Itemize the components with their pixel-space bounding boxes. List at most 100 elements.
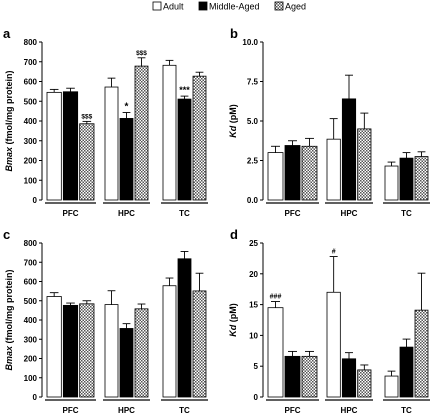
y-tick-label: 600 — [24, 278, 38, 287]
y-tick-label: 500 — [24, 97, 38, 106]
y-tick-label: 100 — [24, 176, 38, 185]
x-tick-label: PFC — [285, 209, 301, 218]
bar — [414, 156, 429, 201]
chart-panel-a: a 0 100 200 300 400 500 600 700 800 Bmax (fmol/mg … — [3, 26, 208, 218]
y-tick-label: 2.5 — [247, 157, 259, 166]
panel-letter: c — [3, 227, 10, 242]
y-tick-label: 800 — [24, 239, 38, 248]
y-tick-label: 700 — [24, 258, 38, 267]
bar — [267, 307, 284, 398]
y-tick-label: 200 — [24, 157, 38, 166]
chart-panel-c: c 0 100 200 300 400 500 600 700 800 Bmax (fmol/mg … — [3, 227, 208, 415]
bar — [192, 290, 207, 398]
panel-letter: b — [230, 26, 238, 41]
y-tick-label: 0 — [33, 196, 38, 205]
significance-marker: *** — [179, 85, 190, 95]
bar — [46, 91, 62, 201]
panel-letter: d — [230, 227, 238, 242]
significance-marker: $$$ — [81, 113, 92, 120]
x-tick-label: TC — [401, 406, 412, 415]
bar — [192, 75, 207, 201]
y-tick-label: 400 — [24, 316, 38, 325]
legend-swatch — [274, 1, 284, 11]
y-tick-label: 300 — [24, 335, 38, 344]
bar — [301, 355, 318, 398]
x-tick-label: HPC — [341, 209, 358, 218]
bar — [284, 355, 301, 398]
y-tick-label: 5 — [254, 362, 259, 371]
bar — [177, 258, 192, 398]
bar — [357, 369, 372, 398]
y-tick-label: 800 — [24, 38, 38, 47]
significance-marker: $$$ — [136, 50, 147, 57]
bar — [399, 346, 414, 398]
y-tick-label: 100 — [24, 374, 38, 383]
significance-marker: * — [125, 102, 129, 113]
bar — [104, 304, 119, 398]
bar — [177, 98, 192, 201]
bar — [104, 86, 119, 201]
bar — [284, 145, 301, 201]
bar — [357, 128, 372, 201]
y-axis-label: Kd (pM) — [228, 303, 238, 337]
x-tick-label: PFC — [285, 406, 301, 415]
y-tick-label: 700 — [24, 58, 38, 67]
y-axis-label: Kd (pM) — [228, 104, 238, 138]
y-tick-label: 600 — [24, 78, 38, 87]
bar — [119, 118, 134, 201]
bar — [384, 165, 399, 201]
x-tick-label: TC — [179, 406, 190, 415]
bar — [62, 304, 79, 398]
bar — [326, 138, 341, 201]
panel-letter: a — [3, 26, 11, 41]
bar — [399, 157, 414, 201]
y-tick-label: 25 — [249, 239, 258, 248]
bar — [384, 375, 399, 398]
bar — [162, 285, 177, 398]
bar — [162, 64, 177, 201]
legend-label: Adult — [163, 2, 184, 12]
x-tick-label: TC — [179, 209, 190, 218]
bar — [301, 145, 318, 201]
legend-swatch — [198, 1, 208, 11]
x-tick-label: PFC — [63, 209, 79, 218]
x-tick-label: TC — [401, 209, 412, 218]
y-axis-label: Bmax (fmol/mg protein) — [4, 269, 14, 370]
y-tick-label: 20 — [249, 270, 258, 279]
bar — [134, 308, 149, 398]
y-tick-label: 200 — [24, 355, 38, 364]
y-tick-label: 0 — [254, 393, 259, 402]
y-tick-label: 0 — [33, 393, 38, 402]
bar — [267, 152, 284, 201]
bar — [341, 98, 357, 201]
bar — [119, 328, 134, 398]
y-tick-label: 10.0 — [242, 38, 258, 47]
legend-label: Middle-Aged — [209, 2, 260, 12]
bar — [62, 91, 79, 201]
legend: Adult Middle-Aged Aged — [152, 1, 306, 12]
bar — [326, 291, 341, 398]
y-axis-label: Bmax (fmol/mg protein) — [4, 70, 14, 171]
y-tick-label: 7.5 — [247, 78, 259, 87]
y-tick-label: 15 — [249, 301, 258, 310]
legend-swatch — [152, 1, 162, 11]
bar — [414, 309, 429, 398]
y-tick-label: 400 — [24, 117, 38, 126]
x-tick-label: HPC — [118, 406, 135, 415]
x-tick-label: HPC — [118, 209, 135, 218]
y-tick-label: 300 — [24, 137, 38, 146]
bar — [134, 65, 149, 201]
bar — [341, 358, 357, 398]
bar — [79, 303, 95, 398]
chart-panel-b: b 0.0 2.5 5.0 7.5 10.0 Kd (pM) PFC HPC TC — [228, 26, 430, 218]
significance-marker: # — [332, 249, 336, 256]
y-tick-label: 5.0 — [247, 117, 259, 126]
bar — [79, 123, 95, 201]
y-tick-label: 0.0 — [247, 196, 259, 205]
y-tick-label: 10 — [249, 331, 258, 340]
significance-marker: ### — [270, 294, 282, 301]
y-tick-label: 500 — [24, 297, 38, 306]
